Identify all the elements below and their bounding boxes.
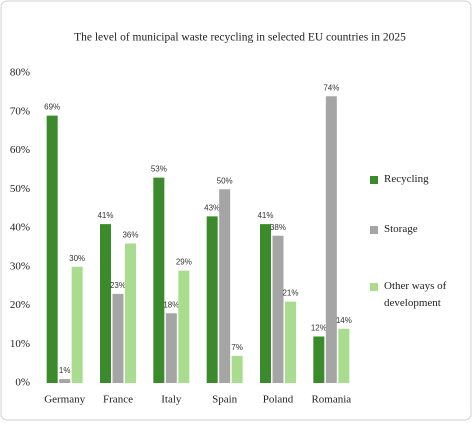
- y-tick-label: 10%: [10, 338, 30, 350]
- legend-marker: [370, 226, 378, 234]
- value-label: 41%: [257, 211, 273, 220]
- bar: [125, 243, 136, 383]
- y-tick-label: 50%: [10, 183, 30, 195]
- legend-label: Recycling: [384, 173, 429, 185]
- value-label: 69%: [44, 103, 60, 112]
- bar: [100, 224, 111, 383]
- bar: [272, 235, 284, 383]
- bar: [165, 313, 177, 383]
- y-tick-label: 40%: [10, 222, 30, 234]
- bar: [260, 224, 271, 383]
- x-tick-label: Poland: [263, 394, 294, 406]
- y-tick-label: 20%: [10, 299, 30, 311]
- value-label: 41%: [97, 211, 113, 220]
- value-label: 36%: [122, 231, 138, 240]
- chart-title: The level of municipal waste recycling i…: [74, 32, 406, 44]
- value-label: 74%: [323, 83, 339, 92]
- x-tick-label: Italy: [161, 394, 182, 406]
- legend-marker: [370, 176, 378, 184]
- bar: [285, 301, 296, 383]
- legend-label: Storage: [384, 223, 418, 235]
- legend-label: Other ways of development: [384, 280, 447, 309]
- value-label: 38%: [270, 223, 286, 232]
- bar: [231, 355, 243, 383]
- value-label: 18%: [163, 300, 179, 309]
- bar: [219, 189, 231, 383]
- bar: [206, 216, 218, 383]
- bar: [112, 293, 124, 383]
- y-tick-label: 60%: [10, 144, 30, 156]
- value-label: 43%: [204, 203, 220, 212]
- value-label: 30%: [69, 254, 85, 263]
- x-tick-label: Spain: [212, 394, 238, 406]
- value-label: 1%: [59, 366, 71, 375]
- x-tick-label: Romania: [311, 394, 351, 406]
- bar: [46, 115, 58, 383]
- value-label: 21%: [282, 289, 298, 298]
- value-label: 12%: [311, 324, 327, 333]
- value-label: 14%: [336, 316, 352, 325]
- value-label: 50%: [217, 176, 233, 185]
- y-tick-label: 80%: [10, 67, 30, 79]
- value-label: 53%: [151, 165, 167, 174]
- bar: [338, 328, 350, 383]
- bar: [178, 270, 190, 383]
- value-label: 23%: [110, 281, 126, 290]
- x-tick-label: France: [103, 394, 133, 406]
- legend-marker: [370, 283, 378, 291]
- bar: [153, 177, 165, 383]
- bar: [59, 379, 71, 383]
- y-tick-label: 70%: [10, 105, 30, 117]
- bar: [325, 96, 337, 383]
- bar: [313, 336, 325, 383]
- x-tick-label: Germany: [44, 394, 85, 406]
- value-label: 29%: [176, 258, 192, 267]
- bar: [71, 266, 83, 383]
- y-tick-label: 30%: [10, 260, 30, 272]
- y-tick-label: 0%: [15, 377, 30, 389]
- value-label: 7%: [231, 343, 243, 352]
